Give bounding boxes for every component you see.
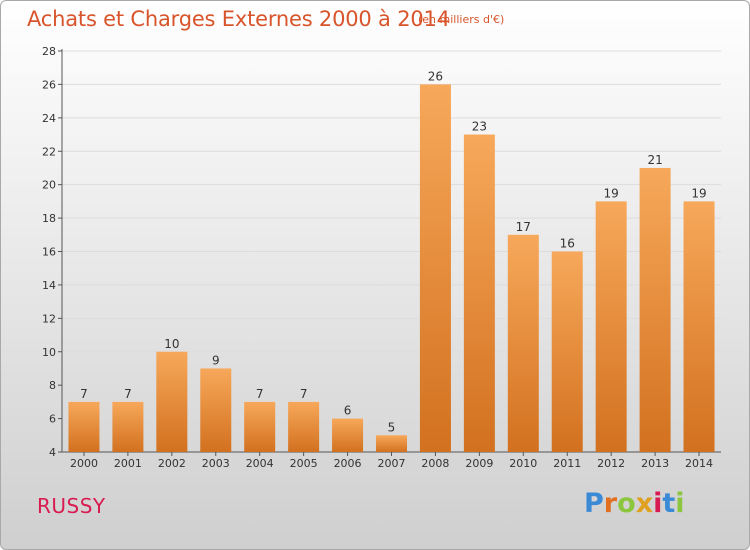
bar-2003 xyxy=(200,368,232,452)
data-label: 7 xyxy=(256,387,264,401)
bar-2004 xyxy=(244,401,276,452)
bar-2008 xyxy=(419,84,451,453)
town-name: RUSSY xyxy=(37,494,106,518)
data-label: 19 xyxy=(604,186,619,200)
bar-2002 xyxy=(156,351,188,452)
x-tick-label: 2012 xyxy=(597,457,625,470)
data-label: 6 xyxy=(344,404,352,418)
data-label: 7 xyxy=(124,387,132,401)
data-label: 10 xyxy=(164,337,179,351)
data-label: 21 xyxy=(647,153,662,167)
data-label: 9 xyxy=(212,353,220,367)
data-label: 16 xyxy=(560,237,575,251)
data-label: 17 xyxy=(516,220,531,234)
x-tick-label: 2004 xyxy=(246,457,274,470)
y-tick-label: 20 xyxy=(42,179,56,192)
y-tick-label: 16 xyxy=(42,246,56,259)
bar-2000 xyxy=(68,401,100,452)
y-tick-label: 18 xyxy=(42,212,56,225)
bar-2001 xyxy=(112,401,144,452)
data-label: 7 xyxy=(300,387,308,401)
bar-2010 xyxy=(507,234,539,452)
logo-letter: i xyxy=(675,488,685,519)
logo-letter: o xyxy=(617,488,636,519)
x-tick-label: 2000 xyxy=(70,457,98,470)
logo-letter: t xyxy=(662,488,676,519)
axes: 4 6 8 10 12 14 16 18 20 22 24 26 28 2000 2001 2002 2003 2… xyxy=(42,45,721,470)
x-tick-label: 2011 xyxy=(553,457,581,470)
bars xyxy=(68,84,715,453)
y-tick-label: 28 xyxy=(42,45,56,58)
x-tick-label: 2010 xyxy=(509,457,537,470)
x-tick-label: 2009 xyxy=(465,457,493,470)
data-label: 23 xyxy=(472,120,487,134)
bar-2006 xyxy=(332,418,364,452)
bar-2011 xyxy=(551,251,583,452)
data-label: 7 xyxy=(80,387,88,401)
x-tick-label: 2007 xyxy=(378,457,406,470)
y-tick-label: 24 xyxy=(42,112,56,125)
chart-title: Achats et Charges Externes 2000 à 2014 xyxy=(27,7,450,31)
bar-2013 xyxy=(639,167,671,453)
y-tick-label: 26 xyxy=(42,78,56,91)
y-tick-label: 8 xyxy=(49,379,56,392)
x-tick-label: 2013 xyxy=(641,457,669,470)
bar-2005 xyxy=(288,401,320,452)
y-tick-label: 4 xyxy=(49,446,56,459)
data-label: 26 xyxy=(428,69,443,83)
bar-2012 xyxy=(595,201,627,452)
y-tick-label: 6 xyxy=(49,413,56,426)
x-tick-label: 2003 xyxy=(202,457,230,470)
bar-2009 xyxy=(463,134,495,452)
proxiti-logo[interactable]: Proxiti xyxy=(584,488,685,519)
x-tick-label: 2002 xyxy=(158,457,186,470)
y-tick-label: 14 xyxy=(42,279,56,292)
logo-letter: i xyxy=(653,488,663,519)
y-tick-label: 10 xyxy=(42,346,56,359)
data-label: 5 xyxy=(388,420,396,434)
logo-letter: P xyxy=(584,488,604,519)
x-tick-label: 2006 xyxy=(334,457,362,470)
y-tick-label: 12 xyxy=(42,312,56,325)
y-tick-label: 22 xyxy=(42,145,56,158)
data-labels: 7 7 10 9 7 7 6 5 26 23 17 16 19 21 19 xyxy=(80,69,707,434)
data-label: 19 xyxy=(691,186,706,200)
x-tick-label: 2001 xyxy=(114,457,142,470)
bar-2007 xyxy=(376,435,407,452)
logo-letter: x xyxy=(635,488,654,519)
logo-letter: r xyxy=(603,488,618,519)
x-tick-label: 2014 xyxy=(685,457,713,470)
bar-2014 xyxy=(683,201,715,452)
chart-subtitle: (en milliers d'€) xyxy=(418,13,505,26)
x-tick-label: 2008 xyxy=(421,457,449,470)
x-tick-label: 2005 xyxy=(290,457,318,470)
